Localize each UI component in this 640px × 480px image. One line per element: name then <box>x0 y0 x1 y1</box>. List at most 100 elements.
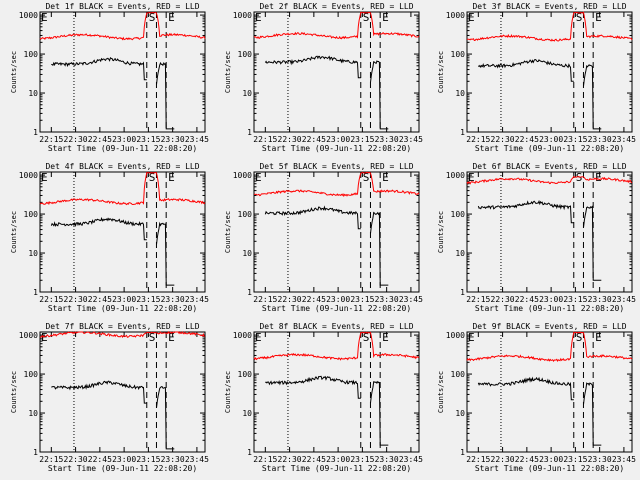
series-lld <box>39 330 206 339</box>
panel-title: Det 9f BLACK = Events, RED = LLD <box>472 322 626 331</box>
x-tick-label: 22:15 <box>39 455 63 464</box>
marker-label-e: E <box>468 171 475 184</box>
x-tick-label: 22:15 <box>466 295 490 304</box>
panel-3: Det 3f BLACK = Events, RED = LLD 1 10 100 10… <box>437 2 636 153</box>
y-axis-label: Counts/sec <box>437 211 445 253</box>
marker-label-e: E <box>468 11 475 24</box>
series-lld <box>39 171 206 206</box>
marker-label-s: S <box>149 11 156 24</box>
y-tick-label: 1 <box>33 128 38 137</box>
marker-label-s: S <box>149 171 156 184</box>
x-axis-label: Start Time (09-Jun-11 22:08:20) <box>48 144 197 153</box>
panel-7: Det 7f BLACK = Events, RED = LLD 1 10 100 10… <box>10 322 209 473</box>
marker-label-e: E <box>468 331 475 344</box>
x-tick-label: 23:00 <box>112 135 136 144</box>
y-tick-label: 1000 <box>446 11 465 20</box>
y-tick-label: 1 <box>247 288 252 297</box>
x-tick-label: 22:30 <box>64 295 88 304</box>
y-tick-label: 10 <box>242 409 252 418</box>
x-tick-label: 22:30 <box>491 135 515 144</box>
x-tick-label: 22:30 <box>491 295 515 304</box>
y-tick-label: 10 <box>28 409 38 418</box>
y-tick-label: 1 <box>33 448 38 457</box>
y-tick-label: 100 <box>24 370 39 379</box>
x-tick-label: 22:45 <box>302 135 326 144</box>
series-events <box>477 199 602 281</box>
series-events <box>50 216 175 286</box>
y-axis-label: Counts/sec <box>10 51 18 93</box>
y-tick-label: 100 <box>24 210 39 219</box>
marker-label-e: E <box>255 331 262 344</box>
marker-label-e: E <box>255 171 262 184</box>
y-tick-label: 1 <box>33 288 38 297</box>
series-lld <box>253 331 420 361</box>
y-tick-label: 10 <box>242 89 252 98</box>
x-tick-label: 23:00 <box>326 455 350 464</box>
panel-title: Det 2f BLACK = Events, RED = LLD <box>259 2 413 11</box>
marker-label-e: E <box>382 11 389 24</box>
series-lld <box>466 331 633 362</box>
x-axis-label: Start Time (09-Jun-11 22:08:20) <box>475 464 624 473</box>
x-tick-label: 22:30 <box>278 135 302 144</box>
x-axis-label: Start Time (09-Jun-11 22:08:20) <box>475 304 624 313</box>
y-tick-label: 100 <box>451 370 466 379</box>
x-tick-label: 23:00 <box>539 135 563 144</box>
marker-label-s: S <box>576 171 583 184</box>
y-tick-label: 1000 <box>233 11 252 20</box>
x-tick-label: 22:45 <box>515 455 539 464</box>
x-tick-label: 23:45 <box>399 135 423 144</box>
panel-6: Det 6f BLACK = Events, RED = LLD 1 10 100 10… <box>437 162 636 313</box>
x-tick-label: 23:00 <box>539 455 563 464</box>
y-axis-label: Counts/sec <box>437 51 445 93</box>
y-tick-label: 1000 <box>446 171 465 180</box>
marker-label-e: E <box>595 331 602 344</box>
x-tick-label: 23:30 <box>588 135 612 144</box>
panel-title: Det 1f BLACK = Events, RED = LLD <box>45 2 199 11</box>
series-events <box>477 58 602 130</box>
y-tick-label: 1000 <box>233 331 252 340</box>
y-tick-label: 10 <box>242 249 252 258</box>
panel-5: Det 5f BLACK = Events, RED = LLD 1 10 100 10… <box>224 162 423 313</box>
x-tick-label: 22:30 <box>64 455 88 464</box>
panel-1: Det 1f BLACK = Events, RED = LLD 1 10 100 10… <box>10 2 209 153</box>
x-tick-label: 22:45 <box>88 135 112 144</box>
x-tick-label: 22:30 <box>491 455 515 464</box>
marker-label-e: E <box>168 331 175 344</box>
x-tick-label: 23:15 <box>350 135 374 144</box>
plot-frame <box>39 11 206 133</box>
y-tick-label: 100 <box>238 210 253 219</box>
series-lld <box>466 11 633 42</box>
series-events <box>264 55 389 130</box>
marker-label-e: E <box>382 171 389 184</box>
y-tick-label: 1 <box>460 288 465 297</box>
x-tick-label: 23:45 <box>185 295 209 304</box>
x-tick-label: 22:30 <box>64 135 88 144</box>
x-tick-label: 22:45 <box>515 295 539 304</box>
y-tick-label: 100 <box>238 370 253 379</box>
x-tick-label: 23:15 <box>136 455 160 464</box>
panel-9: Det 9f BLACK = Events, RED = LLD 1 10 100 10… <box>437 322 636 473</box>
series-lld <box>253 11 420 40</box>
x-tick-label: 23:15 <box>563 455 587 464</box>
series-events <box>51 380 175 450</box>
y-tick-label: 1000 <box>446 331 465 340</box>
x-tick-label: 23:45 <box>612 295 636 304</box>
marker-label-e: E <box>168 11 175 24</box>
y-tick-label: 1 <box>460 448 465 457</box>
y-tick-label: 100 <box>451 210 466 219</box>
series-lld <box>39 11 206 41</box>
x-axis-label: Start Time (09-Jun-11 22:08:20) <box>475 144 624 153</box>
plot-frame <box>253 171 420 293</box>
x-tick-label: 22:45 <box>88 455 112 464</box>
x-tick-label: 23:45 <box>185 455 209 464</box>
plot-frame <box>39 331 206 453</box>
y-tick-label: 10 <box>28 89 38 98</box>
x-tick-label: 23:30 <box>161 455 185 464</box>
x-tick-label: 22:30 <box>278 295 302 304</box>
x-tick-label: 22:15 <box>466 135 490 144</box>
x-tick-label: 23:30 <box>161 295 185 304</box>
marker-label-s: S <box>149 331 156 344</box>
y-tick-label: 1000 <box>19 331 38 340</box>
marker-label-s: S <box>363 171 370 184</box>
